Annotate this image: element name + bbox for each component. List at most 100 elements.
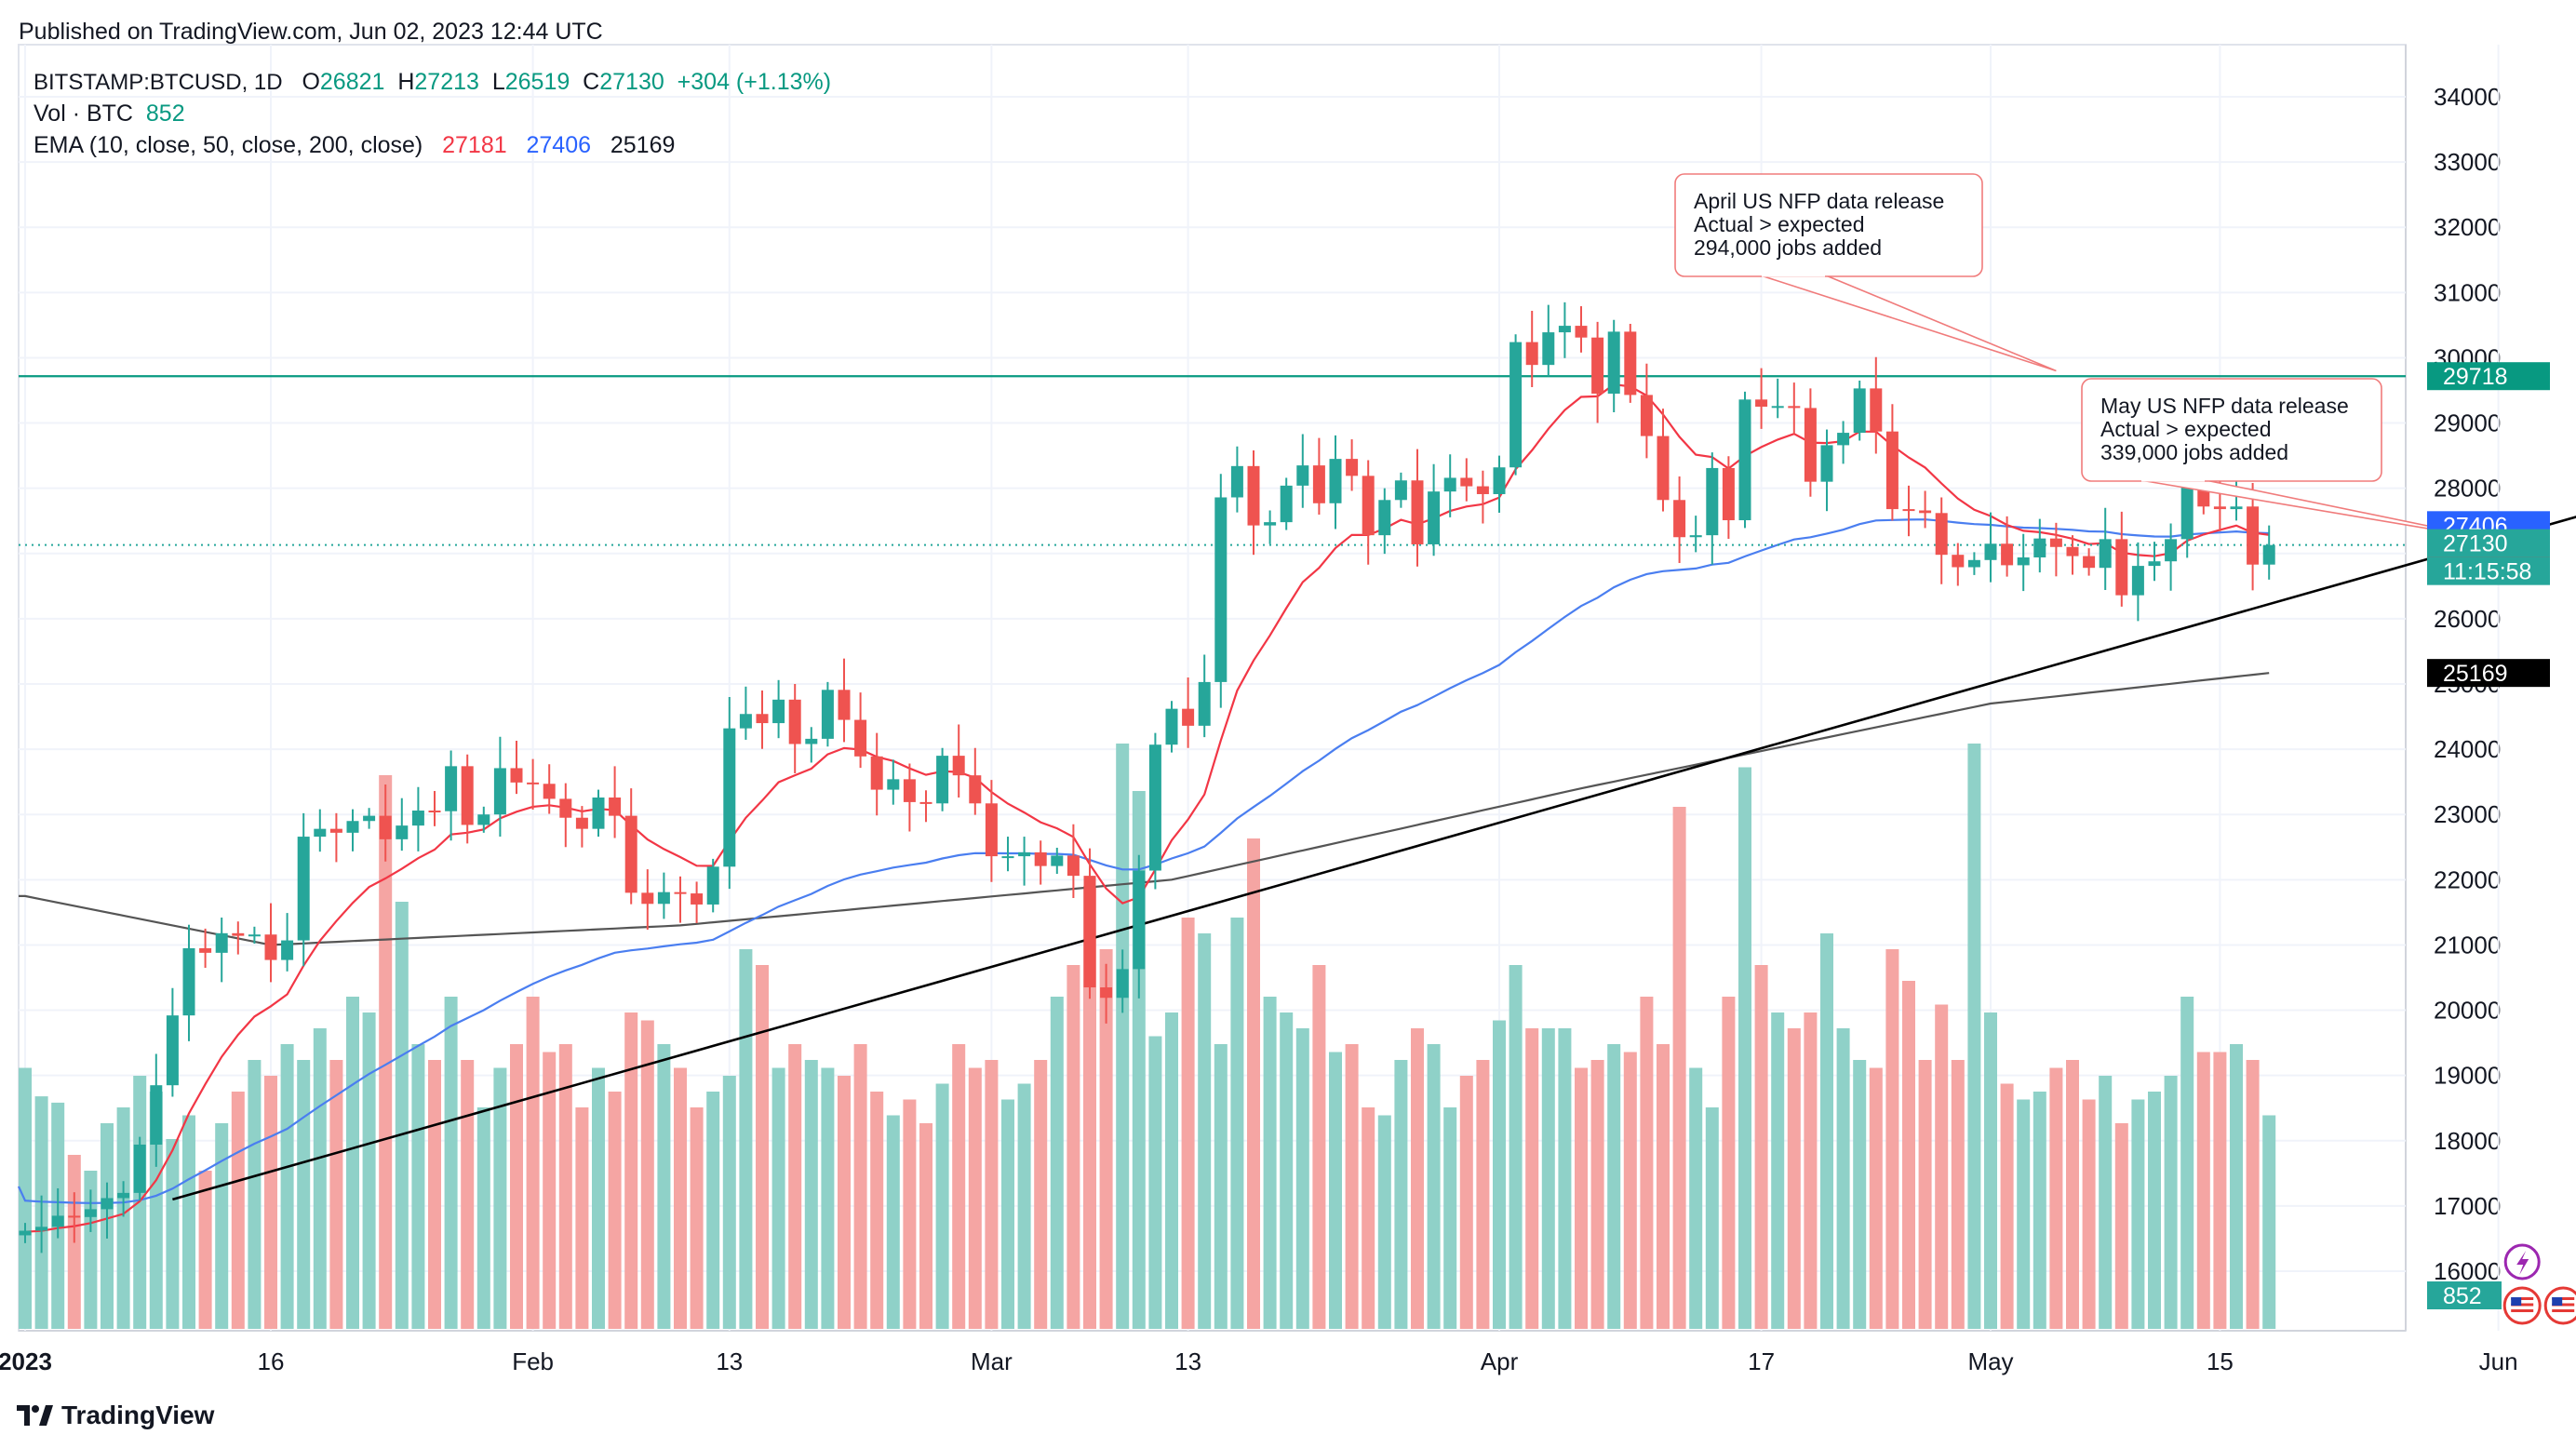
volume-bar	[1558, 1028, 1572, 1329]
candle-body	[805, 738, 818, 744]
candle-body	[952, 756, 965, 776]
volume-bar	[1738, 767, 1751, 1329]
candle-body	[1722, 467, 1735, 521]
volume-bar	[640, 1020, 654, 1329]
volume-bar	[1377, 1115, 1391, 1329]
ema10-value: 27181	[442, 132, 507, 158]
volume-bar	[706, 1092, 720, 1329]
candle-body	[1542, 332, 1555, 366]
price-tick-label: 34000	[2434, 83, 2501, 111]
trendline	[172, 516, 2576, 1201]
volume-bar	[313, 1028, 327, 1329]
volume-bar	[1083, 886, 1096, 1329]
candle-body	[1230, 465, 1243, 498]
candle-body	[133, 1144, 146, 1193]
ema-label: EMA (10, close, 50, close, 200, close)	[34, 132, 423, 158]
candle-body	[182, 947, 195, 1016]
candle-body	[1264, 522, 1277, 526]
price-tick-label: 18000	[2434, 1127, 2501, 1155]
volume-bar	[395, 902, 409, 1329]
candle-body	[1788, 406, 1801, 409]
callout-box	[1674, 173, 1983, 277]
volume-bar	[1001, 1099, 1014, 1329]
ema200-value: 25169	[610, 132, 676, 158]
price-tick-label: 19000	[2434, 1062, 2501, 1090]
volume-bar	[248, 1060, 262, 1329]
candle-body	[51, 1215, 64, 1227]
candle-body	[1820, 445, 1833, 482]
candle-body	[2066, 546, 2079, 556]
volume-bar	[1165, 1012, 1178, 1329]
candle-body	[985, 803, 998, 857]
candle-body	[919, 801, 932, 804]
price-label-resistance: 29718	[2443, 364, 2508, 390]
candle-body	[101, 1198, 114, 1210]
volume-bar	[1427, 1044, 1441, 1329]
time-tick-label: Jun	[2479, 1347, 2518, 1375]
volume-bar	[1885, 949, 1899, 1329]
volume-bar	[558, 1044, 572, 1329]
candle-body	[1394, 480, 1407, 501]
price-tick-label: 17000	[2434, 1192, 2501, 1220]
volume-bar	[1509, 965, 1523, 1329]
candle-body	[1476, 486, 1489, 494]
volume-bar	[1362, 1107, 1375, 1329]
candle-body	[232, 932, 245, 936]
time-tick-label: Mar	[971, 1347, 1013, 1375]
candle-body	[1296, 465, 1309, 486]
volume-bar	[297, 1060, 311, 1329]
volume-bar	[2114, 1123, 2128, 1329]
candle-body	[2049, 538, 2062, 547]
ema-legend: EMA (10, close, 50, close, 200, close) 2…	[34, 132, 675, 159]
candle-body	[706, 866, 719, 905]
callout-text: Actual > expected	[1694, 212, 1864, 236]
candle-body	[510, 768, 523, 783]
lightning-bolt-icon	[2516, 1251, 2529, 1275]
volume-bar	[1918, 1060, 1932, 1329]
candle-body	[1706, 467, 1719, 536]
high-value: 27213	[414, 69, 479, 95]
candle-body	[1247, 465, 1260, 526]
volume-bar	[1214, 1044, 1228, 1329]
candle-body	[215, 932, 228, 953]
volume-bar	[379, 775, 393, 1329]
callout-text: 294,000 jobs added	[1694, 235, 1882, 260]
candle-body	[248, 934, 261, 937]
volume-axis-label: 852	[2443, 1283, 2482, 1309]
candle-body	[1624, 331, 1637, 396]
candle-body	[1673, 500, 1686, 538]
volume-bar	[1230, 918, 1244, 1329]
price-tick-label: 23000	[2434, 800, 2501, 828]
candle-body	[1509, 342, 1523, 468]
callout-box	[2081, 378, 2382, 482]
volume-bar	[853, 1044, 867, 1329]
candle-body	[870, 756, 883, 790]
candle-body	[1837, 433, 1850, 446]
volume-bar	[198, 1171, 212, 1329]
volume-bar	[231, 1092, 245, 1329]
ema50-value: 27406	[526, 132, 592, 158]
volume-bar	[428, 1060, 441, 1329]
price-label-bg	[2427, 362, 2550, 391]
price-tick-label: 22000	[2434, 865, 2501, 893]
time-tick-label: 15	[2207, 1347, 2234, 1375]
volume-bar	[1329, 1052, 1342, 1329]
candle-body	[84, 1209, 97, 1217]
candle-body	[477, 814, 490, 825]
volume-bar	[821, 1067, 835, 1329]
tradingview-logo[interactable]: TradingView	[17, 1401, 214, 1430]
price-tick-label: 21000	[2434, 931, 2501, 959]
candle-body	[2180, 485, 2194, 540]
candle-body	[363, 815, 376, 822]
volume-bar	[2246, 1060, 2260, 1329]
candle-body	[788, 699, 801, 744]
volume-bar	[362, 1012, 376, 1329]
volume-bar	[575, 1107, 589, 1329]
candle-body	[1967, 559, 1980, 568]
volume-bar	[2196, 1052, 2210, 1329]
volume-bar	[1017, 1083, 1031, 1329]
volume-bar	[264, 1076, 277, 1329]
candle-body	[527, 782, 540, 784]
volume-bar	[510, 1044, 523, 1329]
